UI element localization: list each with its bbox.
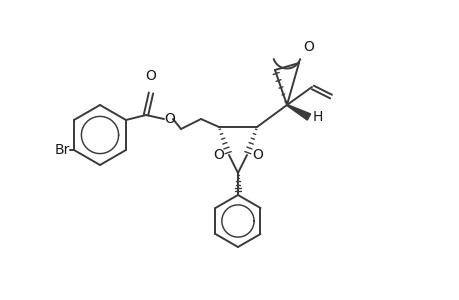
Text: O: O: [252, 148, 262, 162]
Text: H: H: [312, 110, 323, 124]
Text: O: O: [213, 148, 224, 162]
Text: O: O: [145, 69, 156, 83]
Text: O: O: [302, 40, 313, 53]
Text: Br: Br: [55, 143, 70, 157]
Polygon shape: [286, 105, 310, 120]
Text: O: O: [164, 112, 175, 126]
